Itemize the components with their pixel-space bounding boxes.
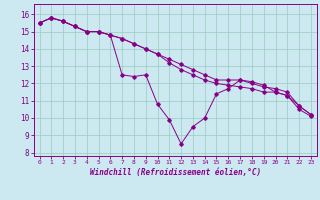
X-axis label: Windchill (Refroidissement éolien,°C): Windchill (Refroidissement éolien,°C) xyxy=(90,168,261,177)
